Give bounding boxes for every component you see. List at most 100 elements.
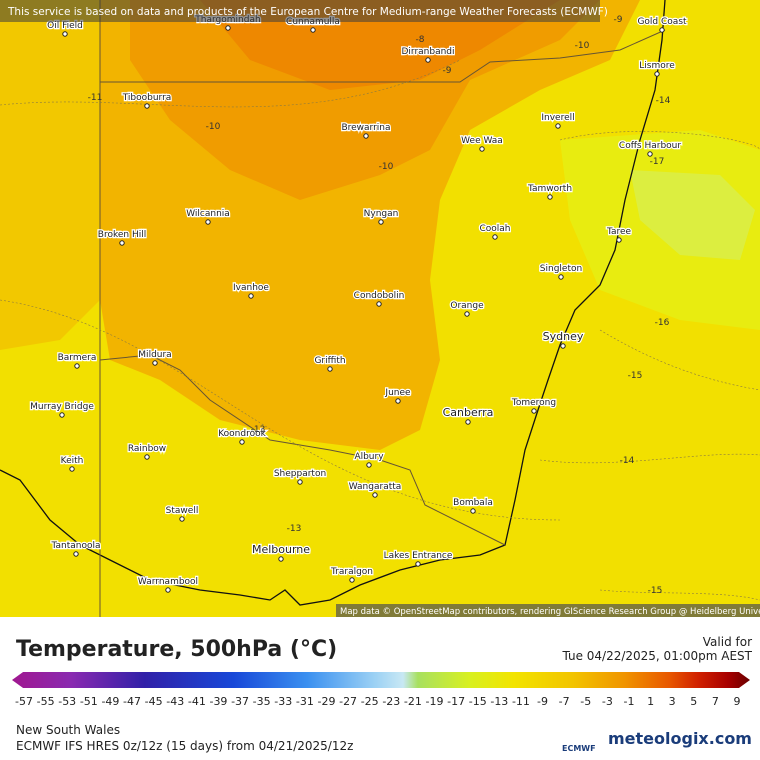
city-label: Mildura [138, 350, 171, 360]
legend-tick: -51 [79, 695, 98, 708]
legend-tick: -45 [144, 695, 163, 708]
model-run: ECMWF IFS HRES 0z/12z (15 days) from 04/… [16, 739, 354, 753]
city-marker [415, 561, 421, 567]
city-marker [73, 551, 79, 557]
city-marker [119, 240, 125, 246]
legend-tick: -47 [123, 695, 141, 708]
city-label: Barmera [58, 353, 97, 363]
city-marker [363, 133, 369, 139]
legend-tick: 9 [733, 695, 741, 708]
city-label: Lakes Entrance [384, 551, 453, 561]
contour-label: -10 [379, 162, 394, 172]
city-label: Stawell [166, 506, 199, 516]
city-label: Murray Bridge [30, 402, 94, 412]
attribution: Map data © OpenStreetMap contributors, r… [340, 607, 760, 617]
city-label: Bombala [453, 498, 493, 508]
legend-tick: -25 [360, 695, 379, 708]
city-marker [59, 412, 65, 418]
legend-tick: -15 [468, 695, 487, 708]
city-marker [366, 462, 372, 468]
city-marker [310, 27, 316, 33]
city-label: Tibooburra [122, 93, 172, 103]
legend-tick: -23 [382, 695, 401, 708]
city-label: Canberra [443, 406, 494, 419]
city-label: Orange [450, 301, 484, 311]
banner: This service is based on data and produc… [7, 6, 608, 18]
city-label: Albury [354, 452, 384, 462]
contour-lines [0, 59, 760, 601]
city-marker [144, 454, 150, 460]
city-marker [62, 31, 68, 37]
coolest-area [630, 170, 755, 260]
city-marker [470, 508, 476, 514]
city-label: Dirranbandi [401, 47, 454, 57]
legend-tick: -49 [101, 695, 120, 708]
legend-tick: 1 [647, 695, 655, 708]
city-marker [555, 123, 561, 129]
city-marker [69, 466, 75, 472]
contour-label: -14 [656, 96, 671, 106]
city-marker [378, 219, 384, 225]
city-marker [297, 479, 303, 485]
brand[interactable]: meteologix.com [608, 729, 752, 748]
city-label: Melbourne [252, 543, 310, 556]
city-label: Rainbow [128, 444, 166, 454]
city-marker [205, 219, 211, 225]
city-marker [278, 556, 284, 562]
city-marker [616, 237, 622, 243]
city-marker [654, 71, 660, 77]
legend-tick: -3 [601, 695, 613, 708]
city-marker [547, 194, 553, 200]
contour-label: -9 [443, 66, 452, 76]
city-marker [372, 492, 378, 498]
city-marker [74, 363, 80, 369]
contour-label: -10 [206, 122, 221, 132]
city-label: Warrnambool [138, 577, 198, 587]
legend-tick: -19 [425, 695, 444, 708]
city-marker [349, 577, 355, 583]
city-label: Koondrook [218, 429, 266, 439]
city-label: Inverell [541, 113, 574, 123]
legend-tick: -53 [58, 695, 77, 708]
contour-label: -10 [575, 41, 590, 51]
map: Oil FieldThargomindahCunnamullaDirranban… [0, 0, 760, 617]
city-label: Wee Waa [461, 136, 503, 146]
city-label: Sydney [543, 330, 584, 343]
legend-tick: -33 [274, 695, 293, 708]
contour-label: -9 [614, 15, 623, 25]
legend-tick: -17 [447, 695, 466, 708]
legend-tick: -21 [403, 695, 422, 708]
city-label: Brewarrina [341, 123, 390, 133]
legend-tick: -31 [295, 695, 314, 708]
contour-label: -17 [650, 157, 665, 167]
contour-label: -11 [88, 93, 103, 103]
city-label: Ivanhoe [233, 283, 269, 293]
city-marker [560, 343, 566, 349]
ecmwf-logo: ECMWF [562, 744, 596, 753]
city-marker [165, 587, 171, 593]
city-marker [248, 293, 254, 299]
legend-tick: 7 [711, 695, 719, 708]
city-label: Traralgon [330, 567, 373, 577]
warmest-area [200, 0, 560, 90]
city-label: Wilcannia [186, 209, 230, 219]
city-label: Oil Field [47, 21, 83, 31]
banner-background [0, 0, 600, 22]
valid-label: Valid for [702, 635, 752, 649]
legend-tick: -55 [36, 695, 55, 708]
valid-time: Tue 04/22/2025, 01:00pm AEST [562, 649, 752, 663]
legend-tick: -29 [317, 695, 336, 708]
city-marker [647, 151, 653, 157]
coastline [0, 0, 666, 606]
city-marker [152, 360, 158, 366]
city-marker [479, 146, 485, 152]
legend-tick: -5 [580, 695, 592, 708]
city-label: Singleton [540, 264, 582, 274]
region: New South Wales [16, 723, 121, 737]
city-label: Coffs Harbour [619, 141, 681, 151]
city-label: Tamworth [527, 184, 572, 194]
legend-tick: -57 [15, 695, 33, 708]
legend-tick: -27 [339, 695, 358, 708]
legend-tick: -41 [187, 695, 206, 708]
